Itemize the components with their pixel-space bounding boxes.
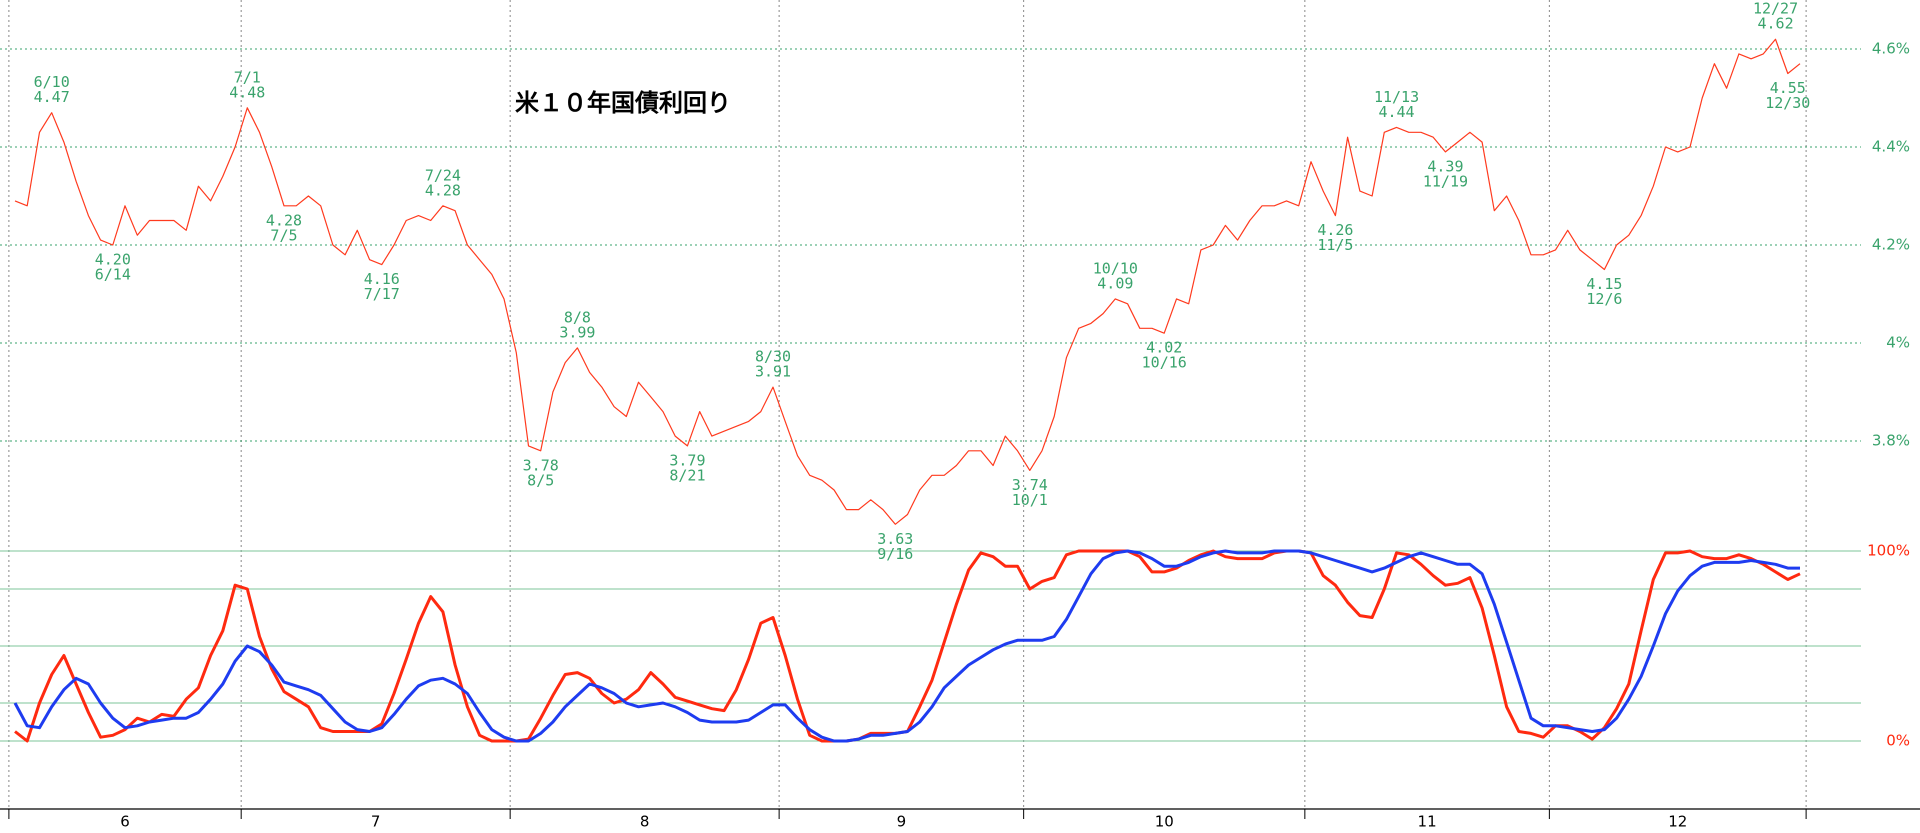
annotation-date: 7/24 (425, 166, 461, 184)
annotation-value: 3.74 (1012, 476, 1048, 494)
y-tick-label: 4.2% (1872, 236, 1910, 254)
annotation-value: 4.26 (1317, 221, 1353, 239)
annotation-date: 11/19 (1423, 172, 1468, 190)
y-tick-label: 4.4% (1872, 138, 1910, 156)
annotation-date: 8/5 (527, 471, 554, 489)
x-tick-label: 11 (1418, 813, 1437, 831)
annotation-value: 4.47 (34, 88, 70, 106)
chart-title: 米１０年国債利回り (515, 89, 731, 117)
annotation-date: 12/27 (1753, 0, 1798, 18)
x-tick-label: 6 (120, 813, 130, 831)
annotation-value: 4.48 (229, 83, 265, 101)
y-tick-label: 4.6% (1872, 40, 1910, 58)
annotation-date: 11/13 (1374, 88, 1419, 106)
annotation-value: 3.91 (755, 363, 791, 381)
annotation-value: 4.28 (425, 181, 461, 199)
annotation-date: 7/1 (234, 68, 261, 86)
y-tick-label: 4% (1886, 334, 1910, 352)
annotation-value: 4.15 (1586, 275, 1622, 293)
annotation-date: 7/5 (270, 226, 297, 244)
annotation-value: 4.28 (266, 211, 302, 229)
annotation-value: 4.09 (1097, 274, 1133, 292)
x-tick-label: 12 (1668, 813, 1687, 831)
y-tick-label: 0% (1886, 732, 1910, 750)
annotation-date: 8/8 (564, 308, 591, 326)
annotation-date: 8/30 (755, 348, 791, 366)
annotation-value: 4.02 (1146, 339, 1182, 357)
y-tick-label: 3.8% (1872, 432, 1910, 450)
annotation-date: 9/16 (877, 545, 913, 563)
annotation-date: 11/5 (1317, 236, 1353, 254)
annotation-value: 4.55 (1770, 79, 1806, 97)
y-tick-label: 100% (1867, 542, 1910, 560)
x-tick-label: 7 (371, 813, 381, 831)
annotation-date: 12/30 (1765, 94, 1810, 112)
annotation-date: 6/10 (34, 73, 70, 91)
x-tick-label: 9 (897, 813, 907, 831)
x-tick-label: 8 (640, 813, 650, 831)
annotation-value: 4.62 (1757, 15, 1793, 33)
annotation-value: 4.39 (1427, 157, 1463, 175)
annotation-value: 4.44 (1378, 103, 1414, 121)
annotation-date: 6/14 (95, 266, 131, 284)
x-tick-label: 10 (1155, 813, 1174, 831)
annotation-value: 3.63 (877, 530, 913, 548)
annotation-value: 3.79 (669, 451, 705, 469)
annotation-value: 4.20 (95, 251, 131, 269)
annotation-value: 3.99 (559, 323, 595, 341)
series-line (14, 38, 1801, 525)
annotation-value: 3.78 (523, 456, 559, 474)
annotation-date: 7/17 (364, 285, 400, 303)
series-line (13, 549, 1800, 743)
annotation-value: 4.16 (364, 270, 400, 288)
annotation-date: 12/6 (1586, 290, 1622, 308)
annotation-date: 10/16 (1142, 354, 1187, 372)
annotation-date: 10/10 (1093, 259, 1138, 277)
annotation-date: 10/1 (1012, 491, 1048, 509)
annotation-date: 8/21 (669, 466, 705, 484)
